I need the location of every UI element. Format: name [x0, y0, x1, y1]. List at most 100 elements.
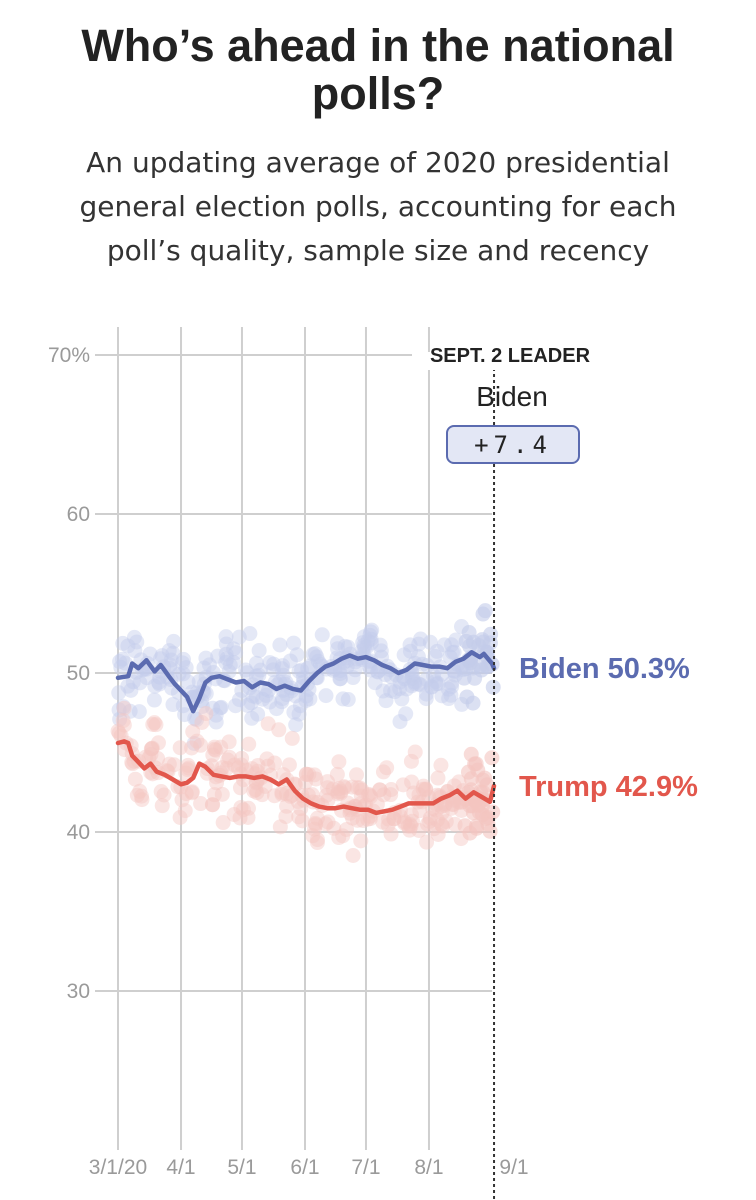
poll-dot: [443, 687, 459, 703]
poll-dot: [262, 655, 278, 671]
poll-dot: [398, 706, 414, 722]
poll-dot: [126, 753, 142, 769]
poll-dot: [238, 662, 254, 678]
poll-dot: [189, 733, 205, 749]
poll-dot: [428, 802, 444, 818]
poll-dot: [353, 833, 369, 849]
poll-dot: [232, 810, 248, 826]
x-tick-label-6: 9/1: [499, 1156, 528, 1179]
poll-dot: [275, 658, 291, 674]
poll-dot: [305, 646, 321, 662]
poll-dot: [127, 771, 143, 787]
poll-dot: [386, 811, 402, 827]
poll-dot: [407, 676, 423, 692]
poll-dot: [213, 699, 229, 715]
poll-dot: [337, 638, 353, 654]
trump-end-label-halo: Trump 42.9%: [519, 771, 698, 803]
poll-dot: [250, 757, 266, 773]
poll-dot: [404, 813, 420, 829]
poll-dot: [175, 651, 191, 667]
poll-dot: [214, 786, 230, 802]
poll-dot: [362, 662, 378, 678]
poll-dot: [470, 797, 486, 813]
poll-dot: [397, 815, 413, 831]
poll-dot: [426, 821, 442, 837]
x-tick-label-4: 7/1: [351, 1156, 380, 1179]
poll-dot: [111, 702, 127, 718]
biden-average-line: [115, 650, 497, 714]
poll-dot: [111, 685, 127, 701]
poll-dot: [475, 772, 491, 788]
poll-dot: [441, 691, 457, 707]
poll-dot: [207, 739, 223, 755]
poll-dot: [260, 758, 276, 774]
poll-dot: [131, 704, 147, 720]
poll-dot: [443, 800, 459, 816]
poll-dot: [193, 737, 209, 753]
poll-dot: [411, 787, 427, 803]
poll-dot: [215, 815, 231, 831]
poll-dot: [465, 695, 481, 711]
x-tick-label-2: 5/1: [227, 1156, 256, 1179]
poll-dot: [367, 675, 383, 691]
poll-dot: [319, 787, 335, 803]
poll-dot: [148, 717, 164, 733]
poll-dot: [331, 830, 347, 846]
poll-dot: [181, 760, 197, 776]
chart-subtitle: An updating average of 2020 presidential…: [30, 141, 726, 273]
poll-dot: [412, 803, 428, 819]
poll-dot: [447, 667, 463, 683]
poll-dot: [320, 814, 336, 830]
poll-dot: [165, 645, 181, 661]
poll-dot: [239, 665, 255, 681]
poll-dot: [444, 679, 460, 695]
biden-end-label: Biden 50.3%: [519, 653, 690, 685]
poll-dot: [418, 782, 434, 798]
poll-dot: [186, 735, 202, 751]
poll-dot: [134, 792, 150, 808]
poll-dot: [141, 750, 157, 766]
poll-dot: [404, 670, 420, 686]
poll-dot: [244, 710, 260, 726]
poll-dot: [115, 699, 131, 715]
poll-dot: [243, 695, 259, 711]
poll-dot: [329, 766, 345, 782]
poll-dot: [402, 822, 418, 838]
poll-dot: [240, 809, 256, 825]
poll-dot: [163, 652, 179, 668]
leader-name: Biden: [476, 381, 548, 412]
poll-dot: [177, 803, 193, 819]
poll-dot: [292, 698, 308, 714]
poll-dot: [445, 796, 461, 812]
poll-dot: [411, 676, 427, 692]
poll-dot: [271, 722, 287, 738]
poll-dot: [245, 688, 261, 704]
poll-dot: [320, 792, 336, 808]
poll-dot: [198, 650, 214, 666]
poll-dot: [427, 648, 443, 664]
poll-dot: [165, 697, 181, 713]
poll-dot: [279, 798, 295, 814]
poll-dot: [115, 651, 131, 667]
poll-dot: [364, 622, 380, 638]
poll-dot: [112, 654, 128, 670]
poll-dot: [126, 629, 142, 645]
poll-dot: [302, 691, 318, 707]
poll-dot: [456, 670, 472, 686]
poll-dot: [240, 697, 256, 713]
poll-dot: [485, 804, 501, 820]
poll-dot: [150, 751, 166, 767]
poll-dot: [386, 811, 402, 827]
poll-dot: [150, 735, 166, 751]
poll-dot: [198, 706, 214, 722]
poll-dot: [372, 782, 388, 798]
poll-dot: [356, 629, 372, 645]
poll-dot: [387, 684, 403, 700]
average-lines: Biden 50.3%Biden 50.3%Trump 42.9%Trump 4…: [115, 650, 701, 816]
poll-dot: [467, 670, 483, 686]
poll-dot: [272, 637, 288, 653]
poll-dot: [306, 821, 322, 837]
poll-dot: [146, 715, 162, 731]
poll-dot: [475, 606, 491, 622]
